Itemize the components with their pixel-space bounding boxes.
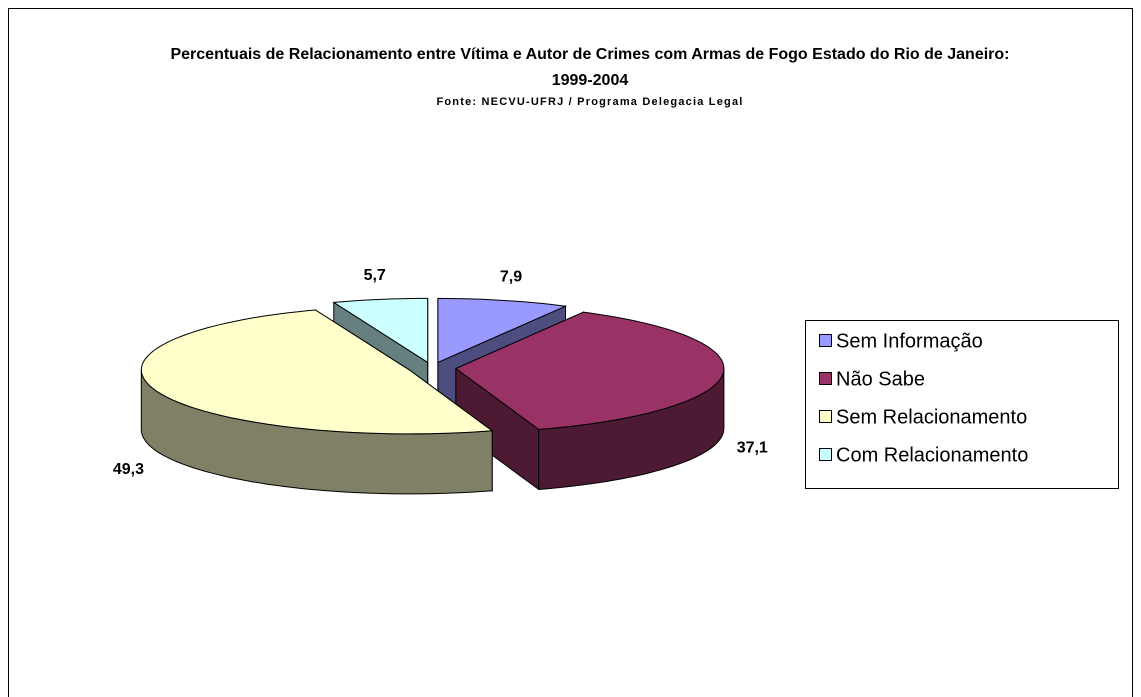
legend-swatch <box>819 372 832 385</box>
slice <box>332 297 429 364</box>
legend-label: Sem Informação <box>836 330 983 352</box>
legend-label: Não Sabe <box>836 368 925 390</box>
chart-title: Percentuais de Relacionamento entre Víti… <box>170 46 1010 89</box>
data-label: 5,7 <box>364 267 386 284</box>
legend-swatch <box>819 334 832 347</box>
data-label: 49,3 <box>113 461 144 478</box>
legend-box <box>805 320 1119 489</box>
slice <box>140 309 494 435</box>
data-label: 37,1 <box>737 439 768 456</box>
legend-label: Sem Relacionamento <box>836 406 1027 428</box>
chart-frame <box>8 8 1133 697</box>
legend-swatch <box>819 410 832 423</box>
slice <box>437 297 568 364</box>
legend-label: Com Relacionamento <box>836 444 1028 466</box>
chart-subtitle: Fonte: NECVU-UFRJ / Programa Delegacia L… <box>436 96 744 108</box>
legend-swatch <box>819 448 832 461</box>
slice <box>454 311 725 430</box>
data-label: 7,9 <box>500 268 522 285</box>
